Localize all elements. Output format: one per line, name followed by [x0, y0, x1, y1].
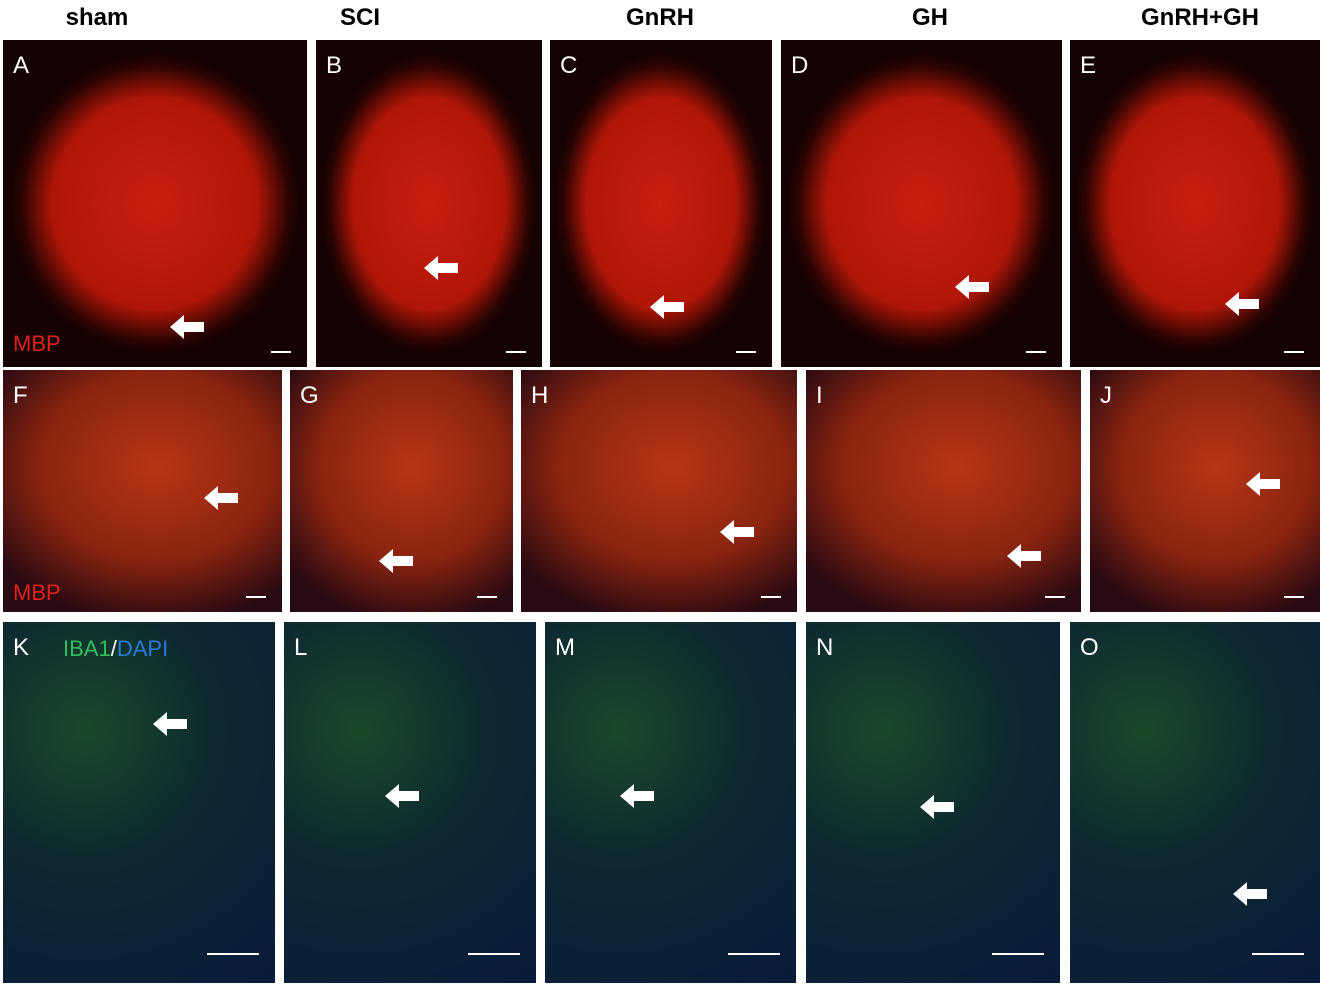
stain-part: IBA1	[63, 636, 111, 661]
stain-part: /	[110, 636, 117, 661]
scale-bar	[992, 953, 1044, 955]
arrow-marker	[152, 712, 187, 737]
scale-bar	[1252, 953, 1304, 955]
column-header: GnRH	[626, 4, 694, 31]
arrow-marker	[1246, 471, 1281, 496]
panel-letter: B	[326, 52, 343, 79]
scale-bar	[468, 953, 520, 955]
image-panel: M	[545, 622, 796, 983]
column-header: GnRH+GH	[1140, 4, 1260, 31]
panel-letter: M	[555, 634, 575, 661]
panel-letter: F	[13, 382, 28, 409]
arrow-marker	[170, 314, 205, 339]
scale-bar	[1284, 351, 1304, 353]
image-panel: N	[806, 622, 1060, 983]
arrow-marker	[203, 486, 238, 511]
panel-letter: C	[560, 52, 578, 79]
image-panel: J	[1090, 370, 1320, 612]
panel-letter: I	[816, 382, 823, 409]
image-panel: F MBP	[3, 370, 282, 612]
scale-bar	[207, 953, 259, 955]
image-panel: E	[1070, 40, 1320, 367]
scale-bar	[1026, 351, 1046, 353]
scale-bar	[477, 596, 497, 598]
image-panel: B	[316, 40, 542, 367]
scale-bar	[1284, 596, 1304, 598]
panel-letter: L	[294, 634, 308, 661]
image-panel: D	[781, 40, 1062, 367]
arrow-marker	[1232, 881, 1267, 906]
image-panel: H	[521, 370, 797, 612]
arrow-marker	[719, 520, 754, 545]
scale-bar	[761, 596, 781, 598]
scale-bar	[271, 351, 291, 353]
panel-letter: O	[1080, 634, 1099, 661]
scale-bar	[506, 351, 526, 353]
arrow-marker	[424, 255, 459, 280]
panel-letter: J	[1100, 382, 1112, 409]
stain-label: IBA1/DAPI	[63, 636, 168, 662]
arrow-marker	[1225, 291, 1259, 316]
panel-letter: N	[816, 634, 834, 661]
image-panel: G	[290, 370, 513, 612]
stain-label: MBP	[13, 580, 61, 605]
image-panel: C	[550, 40, 772, 367]
arrow-marker	[379, 549, 414, 574]
arrow-marker	[1006, 544, 1041, 569]
image-panel: I	[806, 370, 1081, 612]
column-header: sham	[65, 4, 129, 31]
column-header: SCI	[339, 4, 381, 31]
panel-letter: D	[791, 52, 809, 79]
arrow-marker	[920, 795, 955, 820]
panel-letter: G	[300, 382, 319, 409]
panel-letter: E	[1080, 52, 1097, 79]
arrow-marker	[649, 295, 684, 320]
scale-bar	[246, 596, 266, 598]
image-panel: K IBA1/DAPI	[3, 622, 275, 983]
arrow-marker	[384, 784, 419, 809]
scale-bar	[736, 351, 756, 353]
column-header: GH	[912, 4, 948, 31]
arrow-marker	[620, 784, 655, 809]
arrow-marker	[955, 275, 990, 300]
panel-letter: H	[531, 382, 549, 409]
image-panel: L	[284, 622, 536, 983]
panel-letter: K	[13, 634, 30, 661]
scale-bar	[728, 953, 780, 955]
stain-part: DAPI	[116, 636, 169, 661]
stain-label: MBP	[13, 331, 61, 356]
image-panel: O	[1070, 622, 1320, 983]
scale-bar	[1045, 596, 1065, 598]
panel-letter: A	[13, 52, 30, 79]
image-panel: A MBP	[3, 40, 307, 367]
